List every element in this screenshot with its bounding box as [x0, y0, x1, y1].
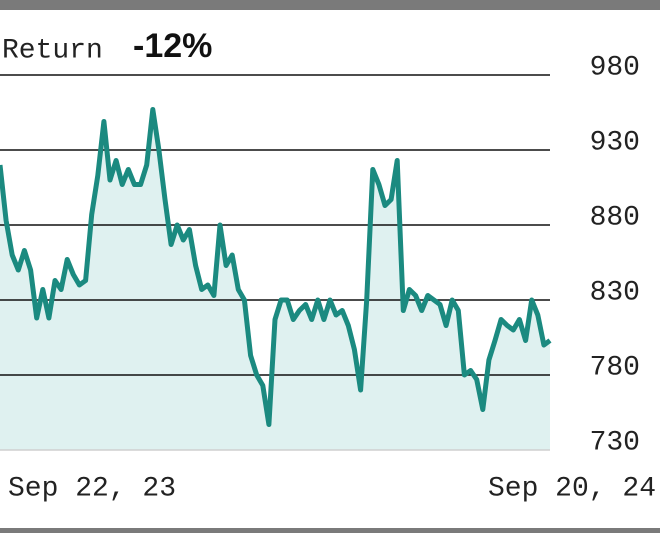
y-tick-label: 880: [590, 202, 640, 233]
y-tick-label: 830: [590, 277, 640, 308]
bottom-bar: [0, 528, 660, 533]
area-fill: [0, 109, 550, 450]
y-tick-label: 980: [590, 52, 640, 83]
y-tick-label: 730: [590, 427, 640, 458]
x-tick-label: Sep 22, 23: [8, 473, 176, 504]
price-line: [0, 107, 552, 427]
return-value: -12%: [133, 27, 212, 65]
top-bar: [0, 0, 660, 10]
y-tick-label: 930: [590, 127, 640, 158]
plot: [0, 74, 552, 451]
x-tick-label: Sep 20, 24: [488, 473, 656, 504]
chart-title: Return: [2, 35, 103, 66]
y-tick-label: 780: [590, 352, 640, 383]
